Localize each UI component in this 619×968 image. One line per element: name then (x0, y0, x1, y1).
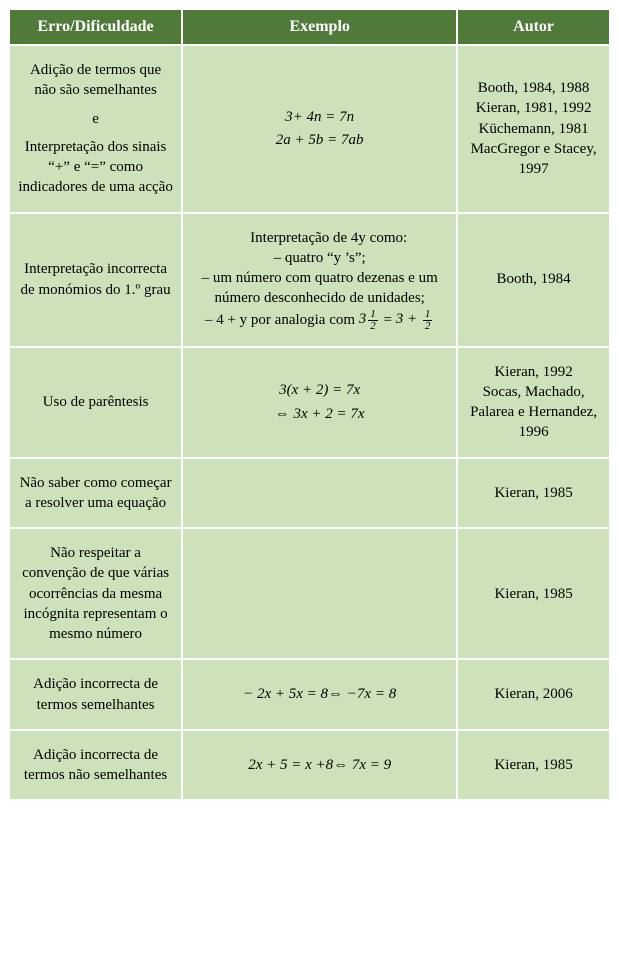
table-row: Não respeitar a convenção de que várias … (9, 528, 610, 659)
equation: 2a + 5b = 7ab (276, 132, 364, 148)
cell-exemplo: 3(x + 2) = 7x ⇔ 3x + 2 = 7x (182, 347, 457, 458)
cell-erro: Uso de parêntesis (9, 347, 182, 458)
erro-text-b: Interpretação dos sinais “+” e “=” como … (18, 137, 173, 198)
denominator: 2 (423, 321, 433, 332)
fraction: 12 (423, 309, 433, 332)
cell-autor: Kieran, 1992 Socas, Machado, Palarea e H… (457, 347, 610, 458)
cell-autor: Kieran, 1985 (457, 528, 610, 659)
cell-exemplo (182, 528, 457, 659)
erro-sep: e (18, 109, 173, 129)
equation: 3(x + 2) = 7x (279, 382, 360, 398)
example-intro: Interpretação de 4y como: (191, 228, 448, 248)
cell-exemplo: 2x + 5 = x +8⇔ 7x = 9 (182, 730, 457, 801)
example-intro-text: Interpretação de 4y como: (250, 230, 407, 246)
table-row: Adição incorrecta de termos semelhantes … (9, 659, 610, 730)
cell-erro: Não saber como começar a resolver uma eq… (9, 458, 182, 529)
table-row: Interpretação incorrecta de monómios do … (9, 213, 610, 347)
cell-erro: Interpretação incorrecta de monómios do … (9, 213, 182, 347)
cell-autor: Kieran, 1985 (457, 730, 610, 801)
mixed-fraction-rhs: 3 + 12 (396, 311, 435, 327)
int-part: 3 + (396, 311, 421, 327)
cell-autor: Booth, 1984 (457, 213, 610, 347)
equation: 3+ 4n = 7n (285, 109, 354, 125)
table-row: Uso de parêntesis 3(x + 2) = 7x ⇔ 3x + 2… (9, 347, 610, 458)
cell-erro: Adição de termos que não são semelhantes… (9, 45, 182, 213)
equation: − 2x + 5x = 8⇔ −7x = 8 (243, 686, 396, 702)
cell-exemplo: Interpretação de 4y como: – quatro “y ’s… (182, 213, 457, 347)
cell-erro: Não respeitar a convenção de que várias … (9, 528, 182, 659)
equation: 2x + 5 = x +8⇔ 7x = 9 (248, 757, 391, 773)
cell-exemplo (182, 458, 457, 529)
bullet-prefix: – 4 + y por analogia com (205, 311, 359, 327)
example-bullet: – 4 + y por analogia com 312 = 3 + 12 (191, 309, 448, 332)
mixed-fraction-lhs: 312 (359, 311, 384, 327)
example-bullet: – um número com quatro dezenas e um núme… (191, 268, 448, 309)
numerator: 1 (368, 309, 378, 321)
denominator: 2 (368, 321, 378, 332)
header-erro: Erro/Dificuldade (9, 9, 182, 45)
table-header-row: Erro/Dificuldade Exemplo Autor (9, 9, 610, 45)
erro-text-a: Adição de termos que não são semelhantes (18, 60, 173, 101)
fraction: 12 (368, 309, 378, 332)
table-row: Adição de termos que não são semelhantes… (9, 45, 610, 213)
author-line: Kieran, 1981, 1992 (466, 98, 601, 118)
author-line: Kieran, 1992 (466, 362, 601, 382)
cell-autor: Kieran, 1985 (457, 458, 610, 529)
numerator: 1 (423, 309, 433, 321)
author-line: Socas, Machado, Palarea e Hernandez, 199… (466, 382, 601, 443)
author-line: Küchemann, 1981 (466, 119, 601, 139)
cell-autor: Kieran, 2006 (457, 659, 610, 730)
cell-autor: Booth, 1984, 1988 Kieran, 1981, 1992 Küc… (457, 45, 610, 213)
cell-exemplo: − 2x + 5x = 8⇔ −7x = 8 (182, 659, 457, 730)
cell-erro: Adição incorrecta de termos semelhantes (9, 659, 182, 730)
errors-table: Erro/Dificuldade Exemplo Autor Adição de… (8, 8, 611, 801)
header-autor: Autor (457, 9, 610, 45)
example-bullet: – quatro “y ’s”; (191, 248, 448, 268)
table-row: Adição incorrecta de termos não semelhan… (9, 730, 610, 801)
cell-erro: Adição incorrecta de termos não semelhan… (9, 730, 182, 801)
eq-sign: = (384, 311, 396, 327)
int-part: 3 (359, 311, 367, 327)
header-exemplo: Exemplo (182, 9, 457, 45)
cell-exemplo: 3+ 4n = 7n 2a + 5b = 7ab (182, 45, 457, 213)
table-row: Não saber como começar a resolver uma eq… (9, 458, 610, 529)
equation: ⇔ 3x + 2 = 7x (275, 406, 365, 422)
author-line: MacGregor e Stacey, 1997 (466, 139, 601, 180)
author-line: Booth, 1984, 1988 (466, 78, 601, 98)
